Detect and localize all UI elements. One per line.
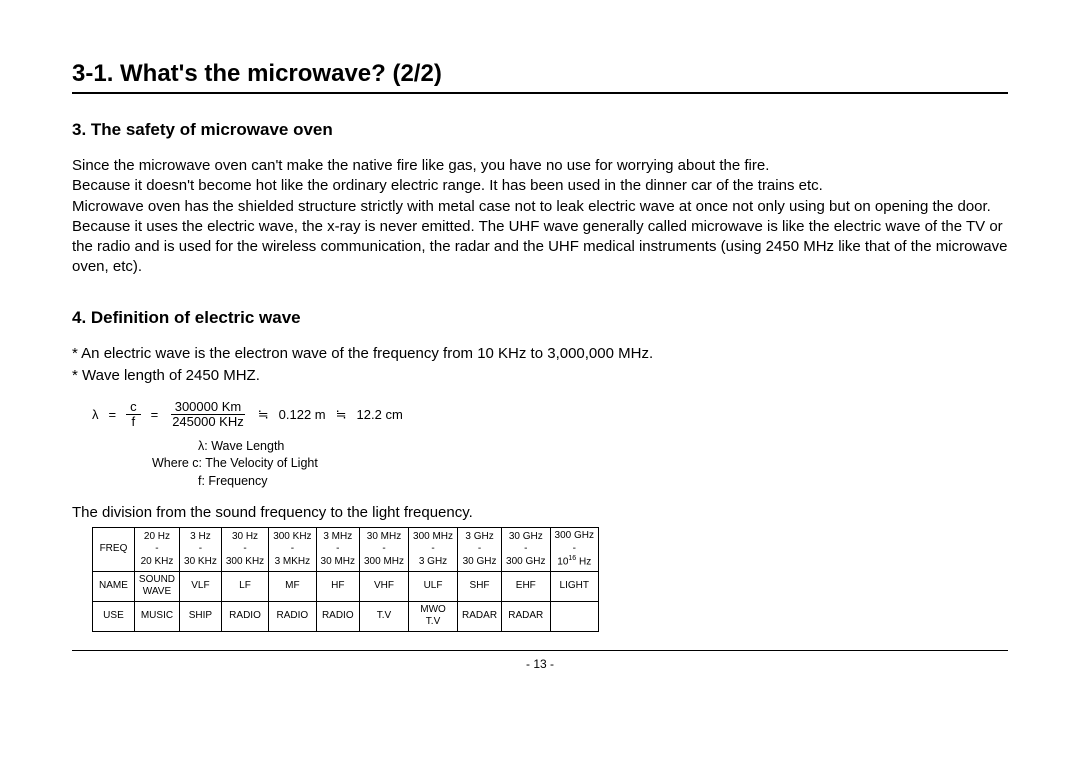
- section-definition: 4. Definition of electric wave * An elec…: [72, 308, 1008, 632]
- name-cell: HF: [316, 571, 359, 601]
- freq-cell: 30 Hz-300 KHz: [221, 528, 268, 572]
- frac-c-over-f: c f: [126, 400, 141, 430]
- result-m: 0.122 m: [279, 407, 326, 422]
- section-safety: 3. The safety of microwave oven Since th…: [72, 120, 1008, 278]
- legend-c: Where c: The Velocity of Light: [152, 455, 1008, 473]
- freq-row-label: FREQ: [93, 528, 135, 572]
- use-cell: RADAR: [502, 601, 550, 631]
- name-cell: LIGHT: [550, 571, 598, 601]
- use-cell: RADIO: [269, 601, 316, 631]
- freq-cell: 300 KHz-3 MKHz: [269, 528, 316, 572]
- use-cell: MUSIC: [134, 601, 179, 631]
- frac-f: f: [128, 415, 140, 429]
- name-cell: VHF: [360, 571, 409, 601]
- equals-2: =: [151, 407, 159, 422]
- use-cell: SHIP: [180, 601, 222, 631]
- page-title: 3-1. What's the microwave? (2/2): [72, 60, 1008, 94]
- freq-cell: 30 GHz-300 GHz: [502, 528, 550, 572]
- use-cell: RADAR: [458, 601, 502, 631]
- name-cell: SHF: [458, 571, 502, 601]
- use-row-label: USE: [93, 601, 135, 631]
- name-cell: ULF: [409, 571, 458, 601]
- name-cell: EHF: [502, 571, 550, 601]
- use-cell: RADIO: [316, 601, 359, 631]
- wavelength-formula: λ = c f = 300000 Km 245000 KHz 0.122 m 1…: [92, 400, 1008, 430]
- section4-heading: 4. Definition of electric wave: [72, 308, 1008, 328]
- frac-c: c: [126, 400, 141, 415]
- legend-lambda: λ: Wave Length: [198, 438, 1008, 456]
- approx-icon-1: [258, 407, 269, 423]
- table-row-freq: FREQ 20 Hz-20 KHz 3 Hz-30 KHz 30 Hz-300 …: [93, 528, 599, 572]
- table-row-name: NAME SOUND WAVE VLF LF MF HF VHF ULF SHF…: [93, 571, 599, 601]
- use-cell: [550, 601, 598, 631]
- section4-bullet2: * Wave length of 2450 MHZ.: [72, 366, 1008, 386]
- lambda-symbol: λ: [92, 407, 99, 422]
- document-page: 3-1. What's the microwave? (2/2) 3. The …: [0, 0, 1080, 691]
- frac-300000-over-245000: 300000 Km 245000 KHz: [168, 400, 248, 430]
- section3-heading: 3. The safety of microwave oven: [72, 120, 1008, 140]
- freq-cell: 30 MHz-300 MHz: [360, 528, 409, 572]
- freq-cell: 3 Hz-30 KHz: [180, 528, 222, 572]
- formula-legend: λ: Wave Length Where c: The Velocity of …: [152, 438, 1008, 491]
- freq-cell: 3 GHz-30 GHz: [458, 528, 502, 572]
- name-cell: LF: [221, 571, 268, 601]
- name-cell: VLF: [180, 571, 222, 601]
- name-cell: SOUND WAVE: [134, 571, 179, 601]
- footer-rule: [72, 650, 1008, 651]
- frac-den: 245000 KHz: [168, 415, 248, 429]
- division-caption: The division from the sound frequency to…: [72, 504, 1008, 521]
- use-cell: MWO T.V: [409, 601, 458, 631]
- section4-bullet1: * An electric wave is the electron wave …: [72, 344, 1008, 364]
- freq-cell: 300 MHz-3 GHz: [409, 528, 458, 572]
- section3-body: Since the microwave oven can't make the …: [72, 156, 1008, 278]
- approx-icon-2: [336, 407, 347, 423]
- name-cell: MF: [269, 571, 316, 601]
- frac-num: 300000 Km: [171, 400, 246, 415]
- use-cell: RADIO: [221, 601, 268, 631]
- name-row-label: NAME: [93, 571, 135, 601]
- page-number: - 13 -: [72, 657, 1008, 671]
- equals-1: =: [109, 407, 117, 422]
- result-cm: 12.2 cm: [357, 407, 403, 422]
- freq-cell: 20 Hz-20 KHz: [134, 528, 179, 572]
- use-cell: T.V: [360, 601, 409, 631]
- frequency-table: FREQ 20 Hz-20 KHz 3 Hz-30 KHz 30 Hz-300 …: [92, 527, 599, 632]
- freq-cell: 3 MHz-30 MHz: [316, 528, 359, 572]
- legend-f: f: Frequency: [198, 473, 1008, 491]
- table-row-use: USE MUSIC SHIP RADIO RADIO RADIO T.V MWO…: [93, 601, 599, 631]
- freq-cell: 300 GHz-1016 Hz: [550, 528, 598, 572]
